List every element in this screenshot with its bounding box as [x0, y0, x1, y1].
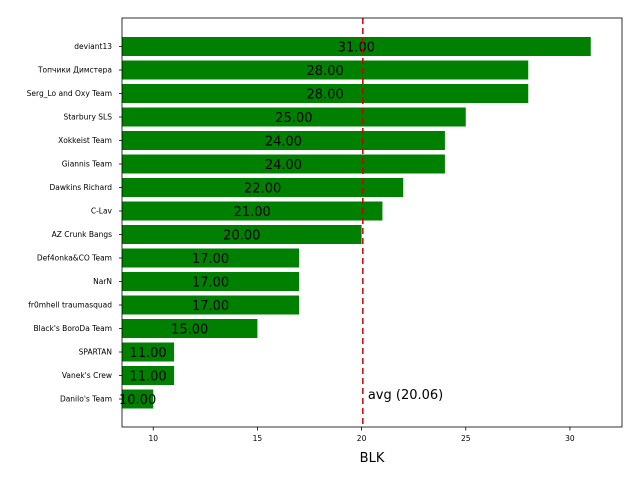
bar — [122, 178, 404, 197]
bar — [122, 84, 529, 103]
bar — [122, 389, 154, 409]
value-label: 15.00 — [171, 323, 208, 338]
bar — [122, 248, 300, 268]
value-label: 31.00 — [338, 41, 375, 56]
bar — [122, 225, 362, 244]
category-label: Def4onka&CO Team — [37, 254, 112, 263]
bar — [122, 60, 529, 80]
value-labels-group: 31.00 28.00 28.00 25.00 24.00 24.00 22.00 21.00… — [119, 41, 375, 409]
value-label: 17.00 — [192, 276, 229, 291]
x-tick-label: 25 — [461, 434, 471, 443]
category-label: Starbury SLS — [63, 113, 112, 122]
value-label: 22.00 — [244, 182, 281, 197]
value-label: 25.00 — [275, 111, 312, 126]
value-label: 28.00 — [307, 64, 344, 79]
x-ticks-group: 10 15 20 25 30 — [148, 427, 575, 443]
x-tick-label: 30 — [565, 434, 575, 443]
category-label: Xokkeist Team — [58, 136, 112, 145]
category-label: NarN — [93, 277, 112, 286]
category-label: C-Lav — [91, 207, 113, 216]
value-label: 10.00 — [119, 393, 156, 408]
plot-frame — [121, 17, 623, 428]
bar — [122, 272, 300, 291]
bar — [122, 107, 466, 127]
average-label: avg (20.06) — [368, 388, 443, 403]
value-label: 21.00 — [234, 205, 271, 220]
bar — [122, 342, 175, 362]
value-label: 17.00 — [192, 299, 229, 314]
bar — [122, 319, 258, 338]
value-label: 20.00 — [223, 229, 260, 244]
value-label: 17.00 — [192, 252, 229, 267]
category-labels-group: deviant13 Топчики Димстера Serg_Lo and Oxy… — [27, 42, 122, 404]
category-label: Топчики Димстера — [37, 66, 112, 75]
x-tick-label: 15 — [253, 434, 263, 443]
bar — [122, 366, 175, 385]
bar — [122, 154, 445, 174]
category-label: fr0mhell traumasquad — [28, 301, 112, 310]
bars-group — [122, 37, 591, 409]
x-axis-label: BLK — [360, 451, 385, 466]
x-tick-label: 10 — [148, 434, 158, 443]
category-label: Serg_Lo and Oxy Team — [27, 89, 112, 98]
x-tick-label: 20 — [357, 434, 367, 443]
category-label: Giannis Team — [62, 160, 112, 169]
value-label: 24.00 — [265, 135, 302, 150]
bar — [122, 201, 383, 221]
value-label: 11.00 — [129, 346, 166, 361]
bar — [122, 37, 591, 56]
category-label: Danilo's Team — [60, 395, 112, 404]
category-label: deviant13 — [74, 42, 112, 51]
category-label: Dawkins Richard — [50, 183, 113, 192]
value-label: 28.00 — [307, 88, 344, 103]
bar — [122, 295, 300, 315]
category-label: SPARTAN — [79, 348, 112, 357]
category-label: AZ Crunk Bangs — [52, 230, 112, 239]
category-label: Vanek's Crew — [62, 371, 112, 380]
category-label: Black's BoroDa Team — [34, 324, 112, 333]
bar — [122, 131, 445, 150]
value-label: 24.00 — [265, 158, 302, 173]
value-label: 11.00 — [129, 370, 166, 385]
